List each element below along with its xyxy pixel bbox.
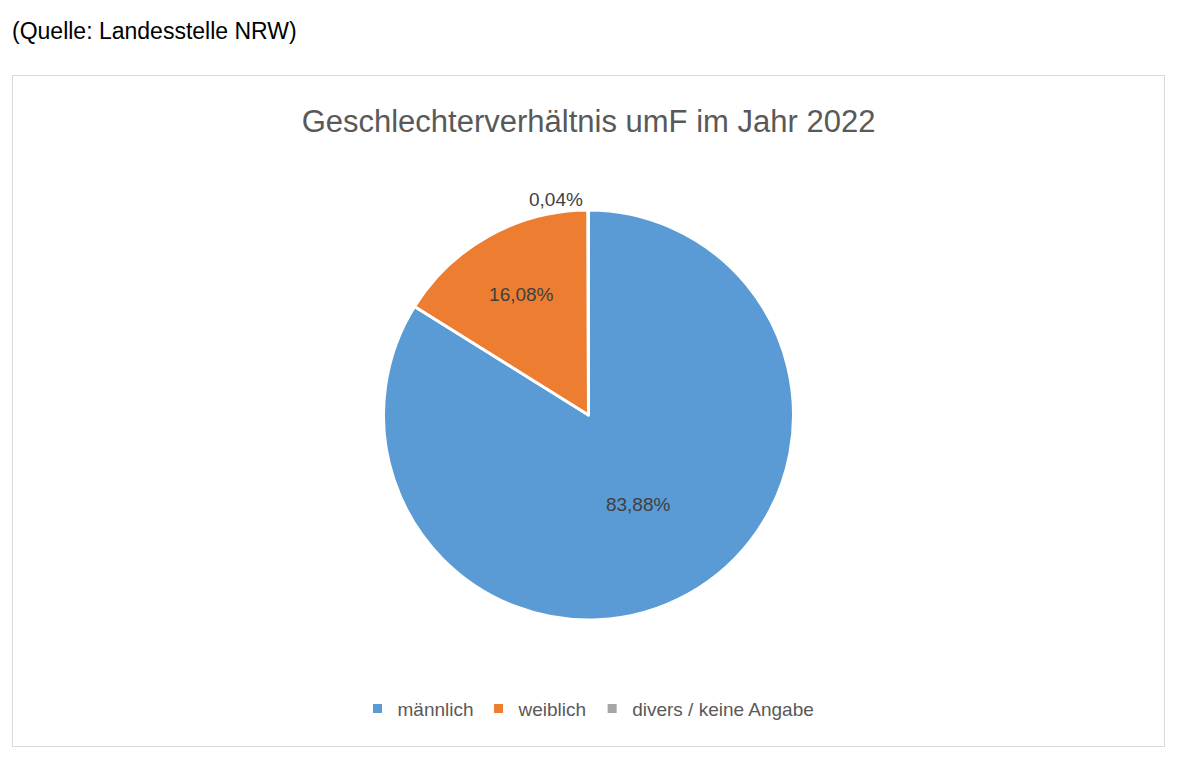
svg-text:divers / keine Angabe: divers / keine Angabe <box>632 699 814 720</box>
svg-text:83,88%: 83,88% <box>606 494 671 515</box>
svg-text:männlich: männlich <box>398 699 474 720</box>
svg-text:weiblich: weiblich <box>518 699 587 720</box>
svg-text:Geschlechterverhältnis umF im: Geschlechterverhältnis umF im Jahr 2022 <box>302 104 876 139</box>
html-text:(Quelle: Landesstelle NRW): (Quelle: Landesstelle NRW) <box>12 18 297 44</box>
svg-text:16,08%: 16,08% <box>489 284 554 305</box>
svg-text:0,04%: 0,04% <box>529 189 583 210</box>
